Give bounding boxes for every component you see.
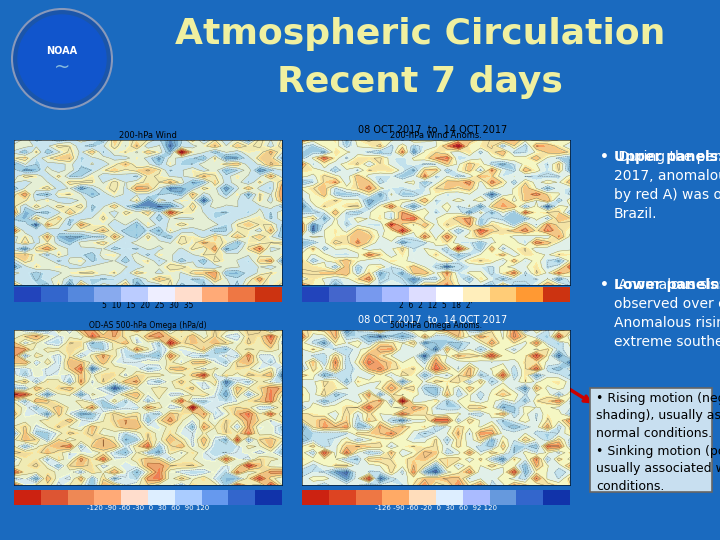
Bar (382, 490, 409, 505)
Circle shape (12, 9, 112, 109)
Text: 08 OCT 2017  to  14 OCT 2017: 08 OCT 2017 to 14 OCT 2017 (359, 125, 508, 135)
Bar (41, 490, 68, 505)
Text: Upper panels:: Upper panels: (614, 150, 720, 164)
Bar (41, 287, 68, 302)
Circle shape (18, 15, 106, 103)
Bar (436, 490, 463, 505)
Bar (409, 287, 436, 302)
Title: OD-AS 500-hPa Omega (hPa/d): OD-AS 500-hPa Omega (hPa/d) (89, 321, 207, 330)
Text: Anomalous sinking motion was
observed over central Brazil and southern Chile.
An: Anomalous sinking motion was observed ov… (614, 278, 720, 349)
Text: •: • (600, 150, 609, 164)
Title: 500-hPa Omega Anoms.: 500-hPa Omega Anoms. (390, 321, 482, 330)
Bar (302, 490, 329, 505)
Bar (490, 490, 516, 505)
Text: Atmospheric Circulation: Atmospheric Circulation (175, 17, 665, 51)
Bar (202, 287, 228, 302)
Bar (121, 287, 148, 302)
Bar (94, 490, 121, 505)
Bar (94, 287, 121, 302)
Bar (302, 287, 329, 302)
Text: -120 -90 -60 -30  0  30  60  90 120: -120 -90 -60 -30 0 30 60 90 120 (87, 505, 209, 511)
Bar (356, 287, 382, 302)
Text: NOAA: NOAA (46, 46, 78, 56)
Bar (175, 287, 202, 302)
Text: -126 -90 -60 -20  0  30  60  92 120: -126 -90 -60 -20 0 30 60 92 120 (375, 505, 497, 511)
Title: 200-hPa Wind Anoms.: 200-hPa Wind Anoms. (390, 131, 482, 140)
Text: Lower panels:: Lower panels: (614, 278, 720, 292)
Text: ~: ~ (54, 57, 70, 77)
Bar (202, 490, 228, 505)
Bar (228, 490, 255, 505)
Bar (543, 287, 570, 302)
Bar (68, 490, 94, 505)
Text: During the period of 08-14 Oct.
2017, anomalous anticyclonic flow (center noted
: During the period of 08-14 Oct. 2017, an… (614, 150, 720, 221)
Bar (490, 287, 516, 302)
FancyBboxPatch shape (590, 388, 712, 492)
Bar (329, 287, 356, 302)
Bar (68, 287, 94, 302)
Text: • Rising motion (negative omega, yellow/red
shading), usually associated with we: • Rising motion (negative omega, yellow/… (596, 392, 720, 492)
Bar (175, 490, 202, 505)
Bar (516, 490, 543, 505)
Bar (255, 287, 282, 302)
Bar (14, 287, 41, 302)
Text: •: • (600, 278, 609, 292)
Bar (543, 490, 570, 505)
Bar (148, 287, 175, 302)
Text: 08 OCT 2017  to  14 OCT 2017: 08 OCT 2017 to 14 OCT 2017 (359, 315, 508, 325)
Bar (14, 490, 41, 505)
Bar (463, 287, 490, 302)
Bar (228, 287, 255, 302)
Bar (516, 287, 543, 302)
Bar (255, 490, 282, 505)
Text: 5  10  15  20  25  30  35: 5 10 15 20 25 30 35 (102, 300, 194, 309)
Bar (463, 490, 490, 505)
Bar (329, 490, 356, 505)
Bar (436, 287, 463, 302)
Bar (356, 490, 382, 505)
Bar (409, 490, 436, 505)
Bar (382, 287, 409, 302)
Text: Recent 7 days: Recent 7 days (277, 65, 563, 99)
Text: 2  6  2  12  5  18  2': 2 6 2 12 5 18 2' (399, 300, 473, 309)
Title: 200-hPa Wind: 200-hPa Wind (119, 131, 177, 140)
Bar (121, 490, 148, 505)
Bar (148, 490, 175, 505)
